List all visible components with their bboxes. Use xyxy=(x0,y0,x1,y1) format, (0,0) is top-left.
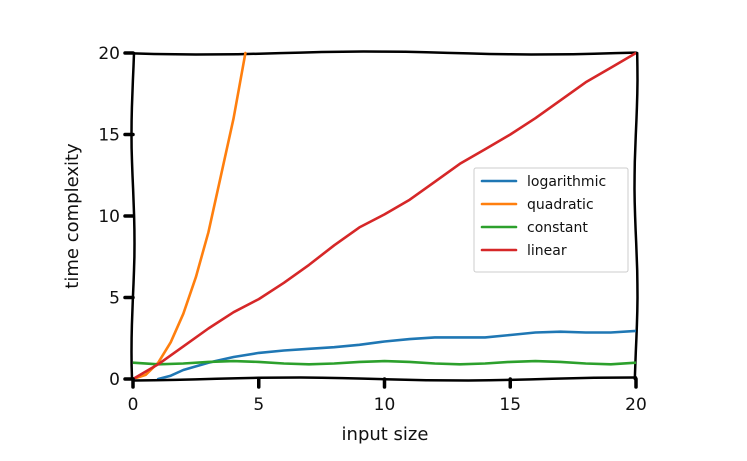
y-axis-label: time complexity xyxy=(62,143,83,289)
frame-top xyxy=(131,50,638,56)
y-tick-label: 15 xyxy=(98,126,120,146)
x-tick-label: 20 xyxy=(625,395,647,415)
series-line-linear xyxy=(133,51,636,379)
y-axis-ticks: 0 5 10 15 20 xyxy=(98,44,135,390)
legend-box xyxy=(473,167,629,273)
legend-label-logarithmic: logarithmic xyxy=(527,174,606,190)
legend-label-quadratic: quadratic xyxy=(527,197,594,213)
y-tick-label: 10 xyxy=(98,207,120,227)
x-tick-label: 15 xyxy=(499,395,521,415)
legend-label-linear: linear xyxy=(527,243,567,259)
series-line-constant xyxy=(133,359,636,366)
x-tick-label: 5 xyxy=(253,395,264,415)
series-line-quadratic xyxy=(133,51,247,379)
legend: logarithmic quadratic constant linear xyxy=(473,167,629,273)
series-line-logarithmic xyxy=(156,329,636,379)
x-tick-label: 0 xyxy=(128,395,139,415)
frame-right xyxy=(633,51,639,381)
legend-label-constant: constant xyxy=(527,220,588,236)
x-tick-label: 10 xyxy=(374,395,396,415)
series-layer xyxy=(133,51,636,379)
x-axis-ticks: 0 5 10 15 20 xyxy=(128,377,647,415)
y-tick-label: 5 xyxy=(109,289,120,309)
x-axis-label: input size xyxy=(342,424,429,445)
y-tick-label: 20 xyxy=(98,44,120,64)
y-tick-label: 0 xyxy=(109,370,120,390)
